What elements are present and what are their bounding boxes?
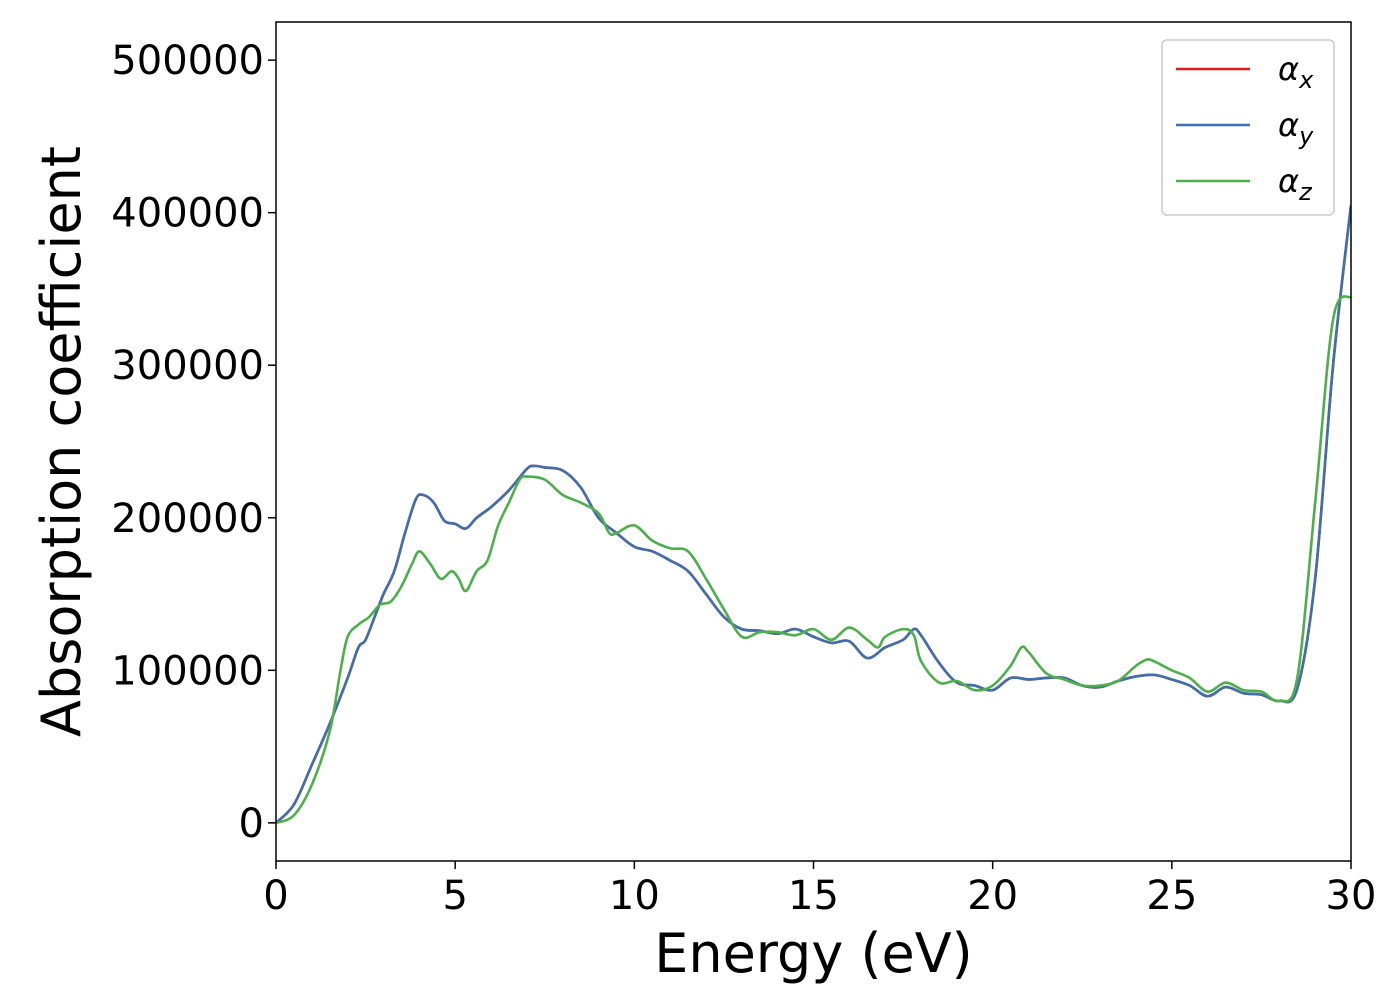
legend-label-3: αz bbox=[1278, 162, 1313, 206]
legend-symbol: α bbox=[1278, 162, 1299, 200]
y-tick-label: 0 bbox=[239, 801, 264, 847]
series-line-3 bbox=[276, 295, 1351, 825]
series-line-1 bbox=[276, 204, 1351, 824]
legend-label-1: αx bbox=[1278, 50, 1314, 94]
legend-label-2: αy bbox=[1278, 106, 1314, 150]
y-axis-ticks: 0 100000 200000 300000 400000 500000 bbox=[111, 38, 276, 847]
legend-box bbox=[1161, 39, 1335, 216]
y-tick-label: 400000 bbox=[111, 191, 264, 237]
legend-symbol: α bbox=[1278, 106, 1299, 144]
x-tick-label: 0 bbox=[263, 873, 288, 919]
x-tick-label: 20 bbox=[967, 873, 1018, 919]
x-axis-ticks: 0 5 10 15 20 25 30 bbox=[263, 861, 1376, 919]
series-line-2 bbox=[276, 204, 1351, 824]
y-tick-label: 200000 bbox=[111, 496, 264, 542]
x-tick-label: 30 bbox=[1326, 873, 1377, 919]
y-tick-label: 300000 bbox=[111, 343, 264, 389]
x-tick-label: 10 bbox=[609, 873, 660, 919]
y-tick-label: 100000 bbox=[111, 648, 264, 694]
legend-subscript: y bbox=[1298, 122, 1314, 150]
legend-subscript: x bbox=[1298, 66, 1314, 94]
x-axis-title: Energy (eV) bbox=[654, 922, 973, 985]
legend-subscript: z bbox=[1298, 178, 1313, 206]
x-tick-label: 25 bbox=[1146, 873, 1197, 919]
y-axis-title: Absorption coefficient bbox=[30, 146, 93, 737]
legend-symbol: α bbox=[1278, 50, 1299, 88]
x-tick-label: 15 bbox=[788, 873, 839, 919]
y-tick-label: 500000 bbox=[111, 38, 264, 84]
series-lines bbox=[276, 204, 1351, 825]
x-tick-label: 5 bbox=[442, 873, 467, 919]
